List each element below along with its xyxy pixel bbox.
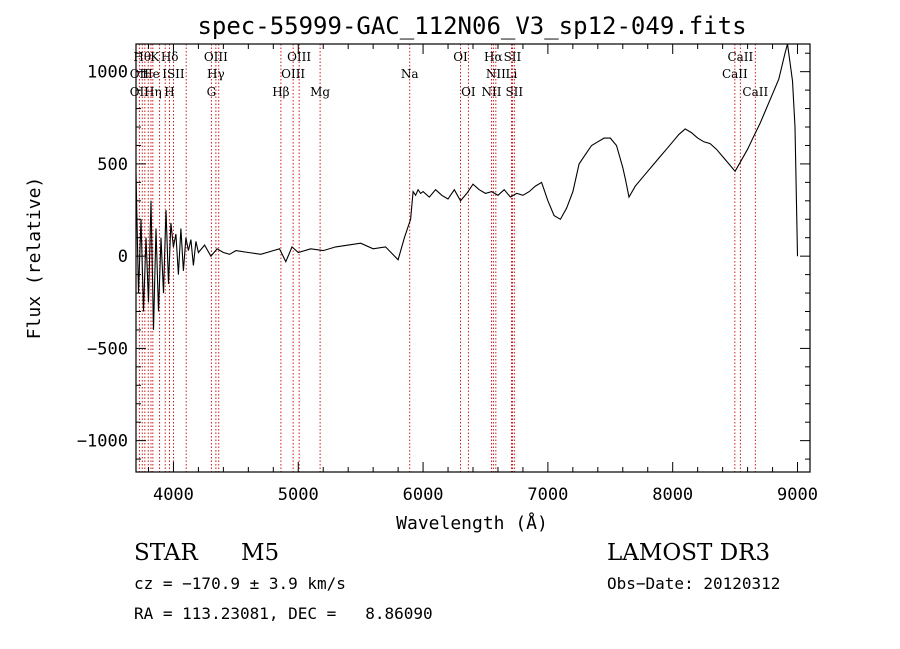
chart-title: spec-55999-GAC_112N06_V3_sp12-049.fits	[197, 12, 746, 40]
x-axis: 4000 5000 6000 7000 8000 9000	[147, 44, 818, 505]
spectral-line-label: CaII	[742, 85, 768, 99]
observation-date: Obs−Date: 20120312	[607, 574, 780, 593]
x-tick-label: 4000	[153, 485, 194, 505]
spectral-line-label: Na	[401, 67, 419, 81]
spectral-line-label: Hβ	[272, 85, 289, 99]
y-tick-label: 0	[118, 247, 128, 267]
survey-name: LAMOST DR3	[607, 540, 770, 566]
x-axis-label: Wavelength (Å)	[396, 512, 548, 534]
object-class: STAR	[134, 540, 198, 566]
spectrum-series-line	[135, 43, 799, 330]
spectrum-plot	[135, 43, 799, 330]
spectral-line-label: SII	[504, 50, 522, 64]
spectral-line-label: OI	[461, 85, 476, 99]
y-tick-label: −500	[87, 339, 128, 359]
y-axis: −1000 −500 0 500 1000	[77, 52, 810, 460]
spectral-line-label: K	[150, 50, 160, 64]
spectral-line-label: He	[142, 67, 160, 81]
spectral-line-label: Li	[506, 67, 518, 81]
spectral-line-label: SII	[505, 85, 523, 99]
spectral-line-label: ISII	[162, 67, 185, 81]
plot-frame	[135, 43, 811, 473]
spectral-line-label: Hη	[144, 85, 162, 99]
spectral-line-label: Mg	[310, 85, 330, 99]
spectral-line-label: G	[207, 85, 217, 99]
spectral-line-label: NII	[481, 85, 501, 99]
spectral-line-label: OII	[130, 67, 150, 81]
spectral-line-label: OIII	[287, 50, 311, 64]
spectral-line-label: Hγ	[207, 67, 225, 81]
spectral-line-label: Hα	[484, 50, 503, 64]
ra-dec: RA = 113.23081, DEC = 8.86090	[134, 604, 433, 623]
y-tick-label: 500	[97, 155, 128, 175]
spectral-line-label: OIII	[281, 67, 305, 81]
object-subclass: M5	[241, 540, 279, 566]
spectral-line-label: CaII	[727, 50, 753, 64]
line-markers	[138, 44, 756, 472]
y-tick-label: −1000	[77, 432, 128, 452]
spectral-line-label: NII	[486, 67, 506, 81]
spectral-line-label: OI	[453, 50, 468, 64]
spectral-line-label: CaII	[722, 67, 748, 81]
spectral-line-label: OII	[130, 85, 150, 99]
y-axis-label: Flux (relative)	[24, 177, 45, 340]
x-tick-label: 9000	[777, 485, 818, 505]
redshift-velocity: cz = −170.9 ± 3.9 km/s	[134, 574, 346, 593]
x-tick-label: 6000	[403, 485, 444, 505]
y-tick-label: 1000	[87, 63, 128, 83]
x-tick-label: 5000	[278, 485, 319, 505]
x-tick-label: 7000	[527, 485, 568, 505]
spectral-line-label: H	[164, 85, 174, 99]
spectral-line-label: Hδ	[161, 50, 179, 64]
spectral-line-label: OIII	[204, 50, 228, 64]
x-tick-label: 8000	[652, 485, 693, 505]
